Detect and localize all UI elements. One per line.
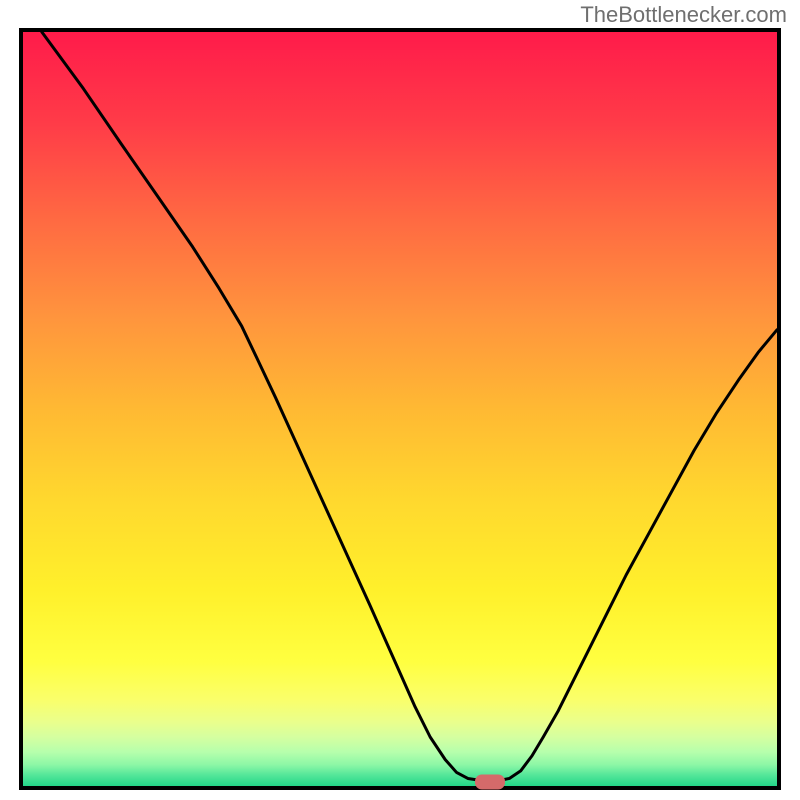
curve-path (42, 32, 777, 781)
bottom-marker (475, 775, 505, 790)
watermark-text: TheBottlenecker.com (580, 2, 787, 28)
bottleneck-curve (23, 32, 777, 786)
plot-frame (19, 28, 781, 790)
